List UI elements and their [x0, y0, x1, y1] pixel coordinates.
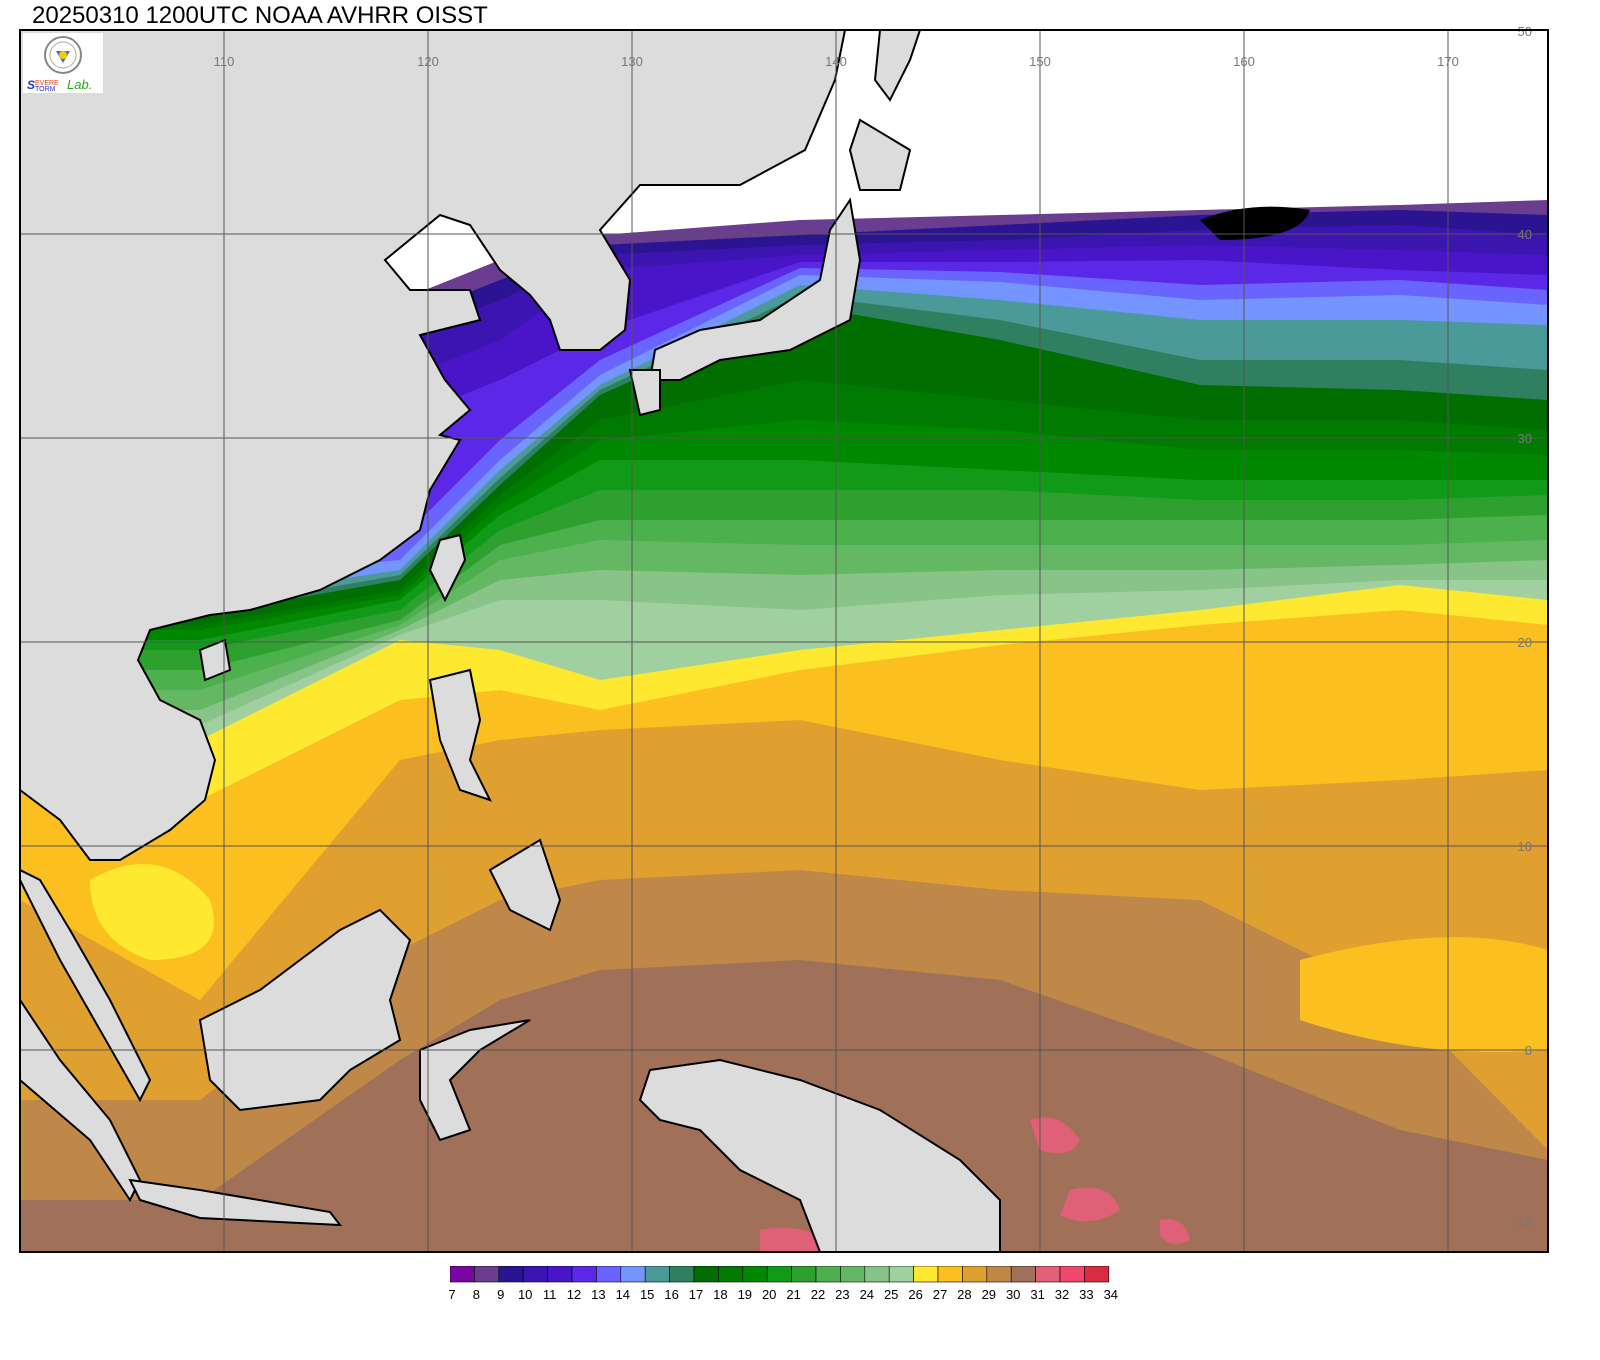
axis-labels: 110 120 130 140 150 160 170 50 40 30 20 10 0 -10: [214, 24, 1532, 1229]
colorbar-label: 32: [1054, 1287, 1070, 1302]
lat-label: 50: [1518, 24, 1532, 39]
map-title: 20250310 1200UTC NOAA AVHRR OISST: [32, 2, 488, 29]
taiwan: [428, 533, 467, 603]
mindanao: [488, 838, 562, 932]
colorbar-swatch: [815, 1266, 841, 1283]
sst-map: 110 120 130 140 150 160 170 50 40 30 20 10 0 -10: [19, 24, 1549, 1253]
hainan: [198, 638, 232, 682]
new-guinea: [638, 1058, 1001, 1252]
colorbar-swatch: [1084, 1266, 1110, 1283]
colorbar-label: 29: [981, 1287, 997, 1302]
colorbar-label: 18: [713, 1287, 728, 1302]
colorbar-label: 34: [1103, 1287, 1119, 1302]
sst-patch: [1200, 206, 1310, 240]
colorbar-label: 24: [859, 1287, 875, 1302]
colorbar-swatch: [620, 1266, 646, 1283]
colorbar-label: 8: [472, 1287, 481, 1302]
lon-label: 130: [621, 54, 643, 69]
sst-patch: [1160, 1219, 1190, 1244]
colorbar-swatch: [937, 1266, 963, 1283]
colorbar-swatch: [913, 1266, 939, 1283]
colorbar-swatch: [840, 1266, 866, 1283]
kyushu: [628, 369, 661, 417]
map-frame: [19, 29, 1549, 1253]
hokkaido: [848, 118, 912, 191]
luzon: [428, 668, 492, 802]
svg-text:EVERE: EVERE: [35, 80, 59, 87]
kamchatka: [873, 30, 922, 102]
graticule: [20, 30, 1548, 1252]
lon-label: 110: [214, 54, 235, 69]
colorbar-label: 7: [448, 1287, 456, 1302]
colorbar-label: 30: [1005, 1287, 1021, 1302]
lat-label: 40: [1518, 227, 1532, 242]
colorbar-label: 31: [1030, 1287, 1045, 1302]
colorbar-swatch: [766, 1266, 792, 1283]
colorbar-label: 12: [566, 1287, 582, 1302]
colorbar-swatch: [1035, 1266, 1061, 1283]
colorbar-label: 22: [810, 1287, 826, 1302]
lon-label: 170: [1437, 54, 1459, 69]
colorbar-label: 20: [761, 1287, 777, 1302]
colorbar-label: 15: [639, 1287, 655, 1302]
colorbar-swatch: [986, 1266, 1012, 1283]
colorbar-label: 33: [1079, 1287, 1094, 1302]
colorbar-swatch: [1010, 1266, 1036, 1283]
severe-storm-lab-logo: S EVERE TORM Lab.: [23, 33, 103, 93]
colorbar-label: 11: [542, 1287, 557, 1302]
lon-label: 150: [1029, 54, 1051, 69]
colorbar-swatch: [888, 1266, 914, 1283]
lat-label: 20: [1518, 635, 1532, 650]
colorbar-label: 9: [497, 1287, 505, 1302]
landmass: [20, 30, 1001, 1252]
lat-label: 10: [1518, 839, 1532, 854]
lon-label: 140: [825, 54, 847, 69]
colorbar: [450, 1266, 1110, 1283]
colorbar-swatch: [693, 1266, 719, 1283]
svg-text:S: S: [27, 78, 35, 92]
colorbar-label: 10: [517, 1287, 533, 1302]
asia-mainland: [20, 30, 847, 861]
colorbar-label: 26: [908, 1287, 923, 1302]
colorbar-swatch: [571, 1266, 597, 1283]
colorbar-swatch: [962, 1266, 988, 1283]
sst-patch: [90, 864, 214, 960]
lat-label: 0: [1525, 1043, 1532, 1058]
colorbar-swatch: [1059, 1266, 1085, 1283]
lon-label: 160: [1233, 54, 1255, 69]
svg-text:TORM: TORM: [35, 86, 56, 93]
colorbar-label: 19: [737, 1287, 753, 1302]
borneo: [198, 908, 412, 1112]
colorbar-swatch: [547, 1266, 573, 1283]
svg-text:Lab.: Lab.: [67, 77, 92, 92]
colorbar-swatch: [474, 1266, 500, 1283]
sst-patch: [1300, 937, 1548, 1052]
colorbar-label: 23: [835, 1287, 850, 1302]
colorbar-label: 21: [786, 1287, 801, 1302]
colorbar-label: 25: [883, 1287, 899, 1302]
colorbar-label: 28: [957, 1287, 972, 1302]
colorbar-label: 14: [615, 1287, 631, 1302]
colorbar-label: 13: [591, 1287, 606, 1302]
colorbar-label: 27: [932, 1287, 948, 1302]
lat-label: 30: [1518, 431, 1532, 446]
colorbar-swatch: [791, 1266, 817, 1283]
colorbar-swatch: [742, 1266, 768, 1283]
sst-patch: [1060, 1187, 1120, 1222]
malay-peninsula: [20, 868, 152, 1103]
java: [128, 1178, 343, 1227]
lat-label: -10: [1513, 1214, 1532, 1229]
colorbar-label: 16: [664, 1287, 679, 1302]
colorbar-swatch: [644, 1266, 670, 1283]
colorbar-swatch: [498, 1266, 524, 1283]
colorbar-swatch: [522, 1266, 548, 1283]
colorbar-swatch: [450, 1266, 475, 1283]
sst-patch: [1030, 1117, 1080, 1154]
colorbar-swatch: [596, 1266, 622, 1283]
colorbar-swatch: [718, 1266, 744, 1283]
colorbar-swatch: [864, 1266, 890, 1283]
lon-label: 120: [417, 54, 439, 69]
colorbar-swatch: [669, 1266, 695, 1283]
colorbar-label: 17: [688, 1287, 704, 1302]
